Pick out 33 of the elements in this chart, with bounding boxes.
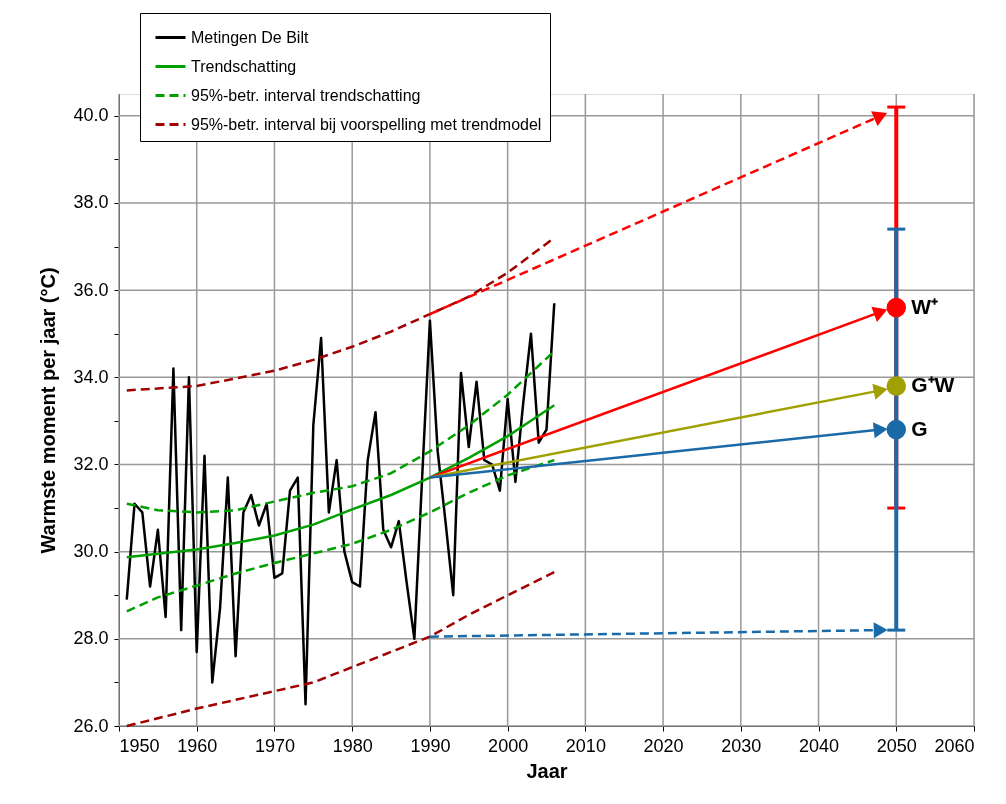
line-series	[125, 458, 556, 613]
x-tick-label: 1960	[177, 735, 218, 756]
line-series	[125, 570, 556, 728]
series-label: G⁺W	[911, 373, 955, 397]
x-tick-label: 2050	[876, 735, 917, 756]
x-tick-label: 2000	[488, 735, 529, 756]
x-tick-label: 1980	[332, 735, 373, 756]
y-tick-label: 38.0	[73, 192, 109, 213]
legend-label: 95%-betr. interval trendschatting	[191, 86, 421, 104]
y-tick-label: 32.0	[73, 453, 109, 474]
y-axis-title: Warmste moment per jaar (°C)	[37, 267, 60, 554]
legend-label: 95%-betr. interval bij voorspelling met trendmodel	[191, 115, 542, 133]
legend-label: Trendschatting	[191, 57, 297, 75]
series-label: W⁺	[911, 294, 939, 318]
x-tick-label: 2030	[721, 735, 762, 756]
line-series	[125, 403, 556, 559]
x-tick-label: 2010	[565, 735, 606, 756]
x-tick-label: 1950	[119, 735, 160, 756]
y-tick-label: 28.0	[73, 628, 109, 649]
x-tick-label: 2060	[934, 735, 975, 756]
y-tick-label: 34.0	[73, 366, 109, 387]
x-tick-label: 1990	[410, 735, 451, 756]
legend-label: Metingen De Bilt	[191, 28, 309, 46]
line-series	[125, 301, 556, 706]
series-label: G	[911, 416, 928, 440]
y-tick-label: 30.0	[73, 541, 109, 562]
y-tick-label: 40.0	[73, 105, 109, 126]
x-tick-label: 2040	[799, 735, 840, 756]
x-axis-title: Jaar	[526, 759, 568, 782]
y-tick-label: 36.0	[73, 279, 109, 300]
y-tick-label: 26.0	[73, 715, 109, 736]
x-tick-label: 1970	[254, 735, 295, 756]
x-tick-label: 2020	[643, 735, 684, 756]
